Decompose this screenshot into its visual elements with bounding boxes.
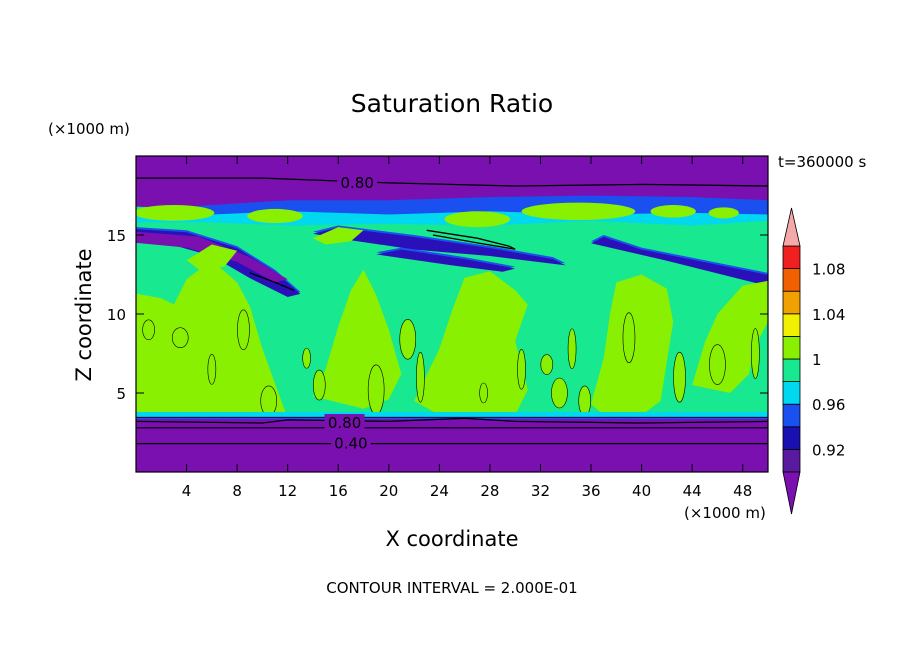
colorbar-swatch-8 (782, 268, 801, 292)
lime-cell-4 (540, 354, 554, 375)
y-axis-unit: (×1000 m) (48, 120, 130, 138)
x-tick-label-48: 48 (733, 482, 752, 500)
x-tick-label-8: 8 (232, 482, 242, 500)
contour-lines (136, 177, 768, 445)
contour-labels: 0.80 0.80 0.40 (324, 173, 378, 453)
x-tick-label-16: 16 (329, 482, 348, 500)
upper-lime-pocket-2 (444, 211, 511, 228)
lime-cell-2 (399, 318, 417, 360)
contour-label-bg-0 (337, 173, 378, 190)
x-tick-label-20: 20 (379, 482, 398, 500)
upper-lime-pocket-5 (708, 207, 739, 219)
contour-line-closed-upper (426, 229, 516, 250)
upper-lime-pocket-0 (136, 204, 215, 221)
lime-cell-18 (517, 348, 526, 390)
x-axis-unit: (×1000 m) (684, 504, 766, 522)
lime-cell-10 (237, 309, 250, 351)
contour-label-1: 0.80 (328, 414, 361, 432)
colorbar-swatch-7 (782, 290, 801, 315)
colorbar-label-0: 0.92 (812, 441, 845, 459)
dry-filament-1 (313, 227, 566, 266)
y-tick-label-15: 15 (107, 227, 126, 245)
lime-cell-14 (709, 344, 726, 385)
lime-cell-19 (622, 312, 636, 364)
contour-line-0.80-upper (136, 177, 768, 187)
colorbar-label-1: 0.96 (812, 396, 845, 414)
lime-cell-15 (751, 328, 760, 379)
region-cyan-base (136, 411, 768, 419)
x-tick-label-24: 24 (430, 482, 449, 500)
upper-lime-pocket-3 (521, 202, 636, 220)
lime-cell-5 (551, 377, 568, 409)
lime-cell-17 (260, 385, 278, 417)
lime-cell-6 (567, 328, 577, 370)
colorbar-swatch-4 (782, 358, 801, 383)
lime-cell-9 (207, 353, 217, 385)
colorbar-swatch-0 (782, 448, 801, 473)
x-tick-label-40: 40 (632, 482, 651, 500)
colorbar-over-triangle (782, 207, 801, 247)
x-axis-title: X coordinate (385, 527, 518, 551)
colorbar-swatch-2 (782, 403, 801, 428)
y-tick-label-10: 10 (107, 306, 126, 324)
x-tick-label-4: 4 (182, 482, 192, 500)
colorbar-label-3: 1.04 (812, 306, 845, 324)
contour-label-2: 0.40 (334, 435, 367, 453)
lime-plume-0 (136, 260, 288, 419)
lime-cell-3 (416, 351, 425, 403)
chart-title: Saturation Ratio (351, 89, 553, 118)
x-tick-label-28: 28 (480, 482, 499, 500)
lime-plume-5 (186, 244, 238, 270)
lime-cell-11 (367, 364, 385, 416)
contour-label-0: 0.80 (340, 174, 373, 192)
contour-field (136, 156, 768, 472)
contour-label-bg-1 (324, 414, 365, 431)
lime-cell-16 (142, 319, 155, 341)
dry-core-0 (136, 231, 288, 283)
colorbar-under-triangle (782, 471, 801, 515)
colorbar-swatch-9 (782, 245, 801, 270)
x-tick-label-12: 12 (278, 482, 297, 500)
contour-interval-note: CONTOUR INTERVAL = 2.000E-01 (326, 579, 577, 597)
lime-cell-0 (302, 347, 311, 369)
upper-lime-pocket-1 (247, 208, 303, 224)
contour-line-closed-left (249, 272, 295, 291)
dry-filament-2 (591, 237, 768, 286)
colorbar-swatch-3 (782, 381, 801, 405)
lime-cell-1 (312, 369, 326, 401)
colorbar-label-4: 1.08 (812, 261, 845, 279)
lime-cell-13 (578, 385, 592, 417)
x-tick-label-36: 36 (581, 482, 600, 500)
colorbar-swatch-1 (782, 426, 801, 450)
colorbar-label-2: 1 (812, 351, 822, 369)
colorbar-swatch-5 (782, 335, 801, 360)
colorbar-swatch-6 (782, 313, 801, 337)
contour-line-0.80-lower (136, 417, 768, 424)
x-tick-label-32: 32 (531, 482, 550, 500)
x-axis-ticks: 4 8 12 16 20 24 28 32 36 40 44 48 (182, 156, 752, 500)
y-axis-title: Z coordinate (72, 248, 96, 381)
contour-label-bg-2 (330, 434, 371, 451)
y-tick-label-5: 5 (116, 385, 126, 403)
lime-cell-7 (673, 351, 686, 403)
lime-cell-12 (479, 382, 488, 404)
lime-cell-8 (171, 327, 189, 349)
y-axis-ticks: 5 10 15 (107, 227, 768, 403)
dry-filament-3 (376, 249, 516, 272)
x-tick-label-44: 44 (683, 482, 702, 500)
colorbar: 0.92 0.96 1 1.04 1.08 (782, 207, 845, 515)
lime-plume-2 (414, 271, 528, 416)
lime-plume-6 (313, 227, 364, 245)
time-label: t=360000 s (778, 153, 866, 171)
upper-lime-pocket-4 (650, 204, 696, 218)
